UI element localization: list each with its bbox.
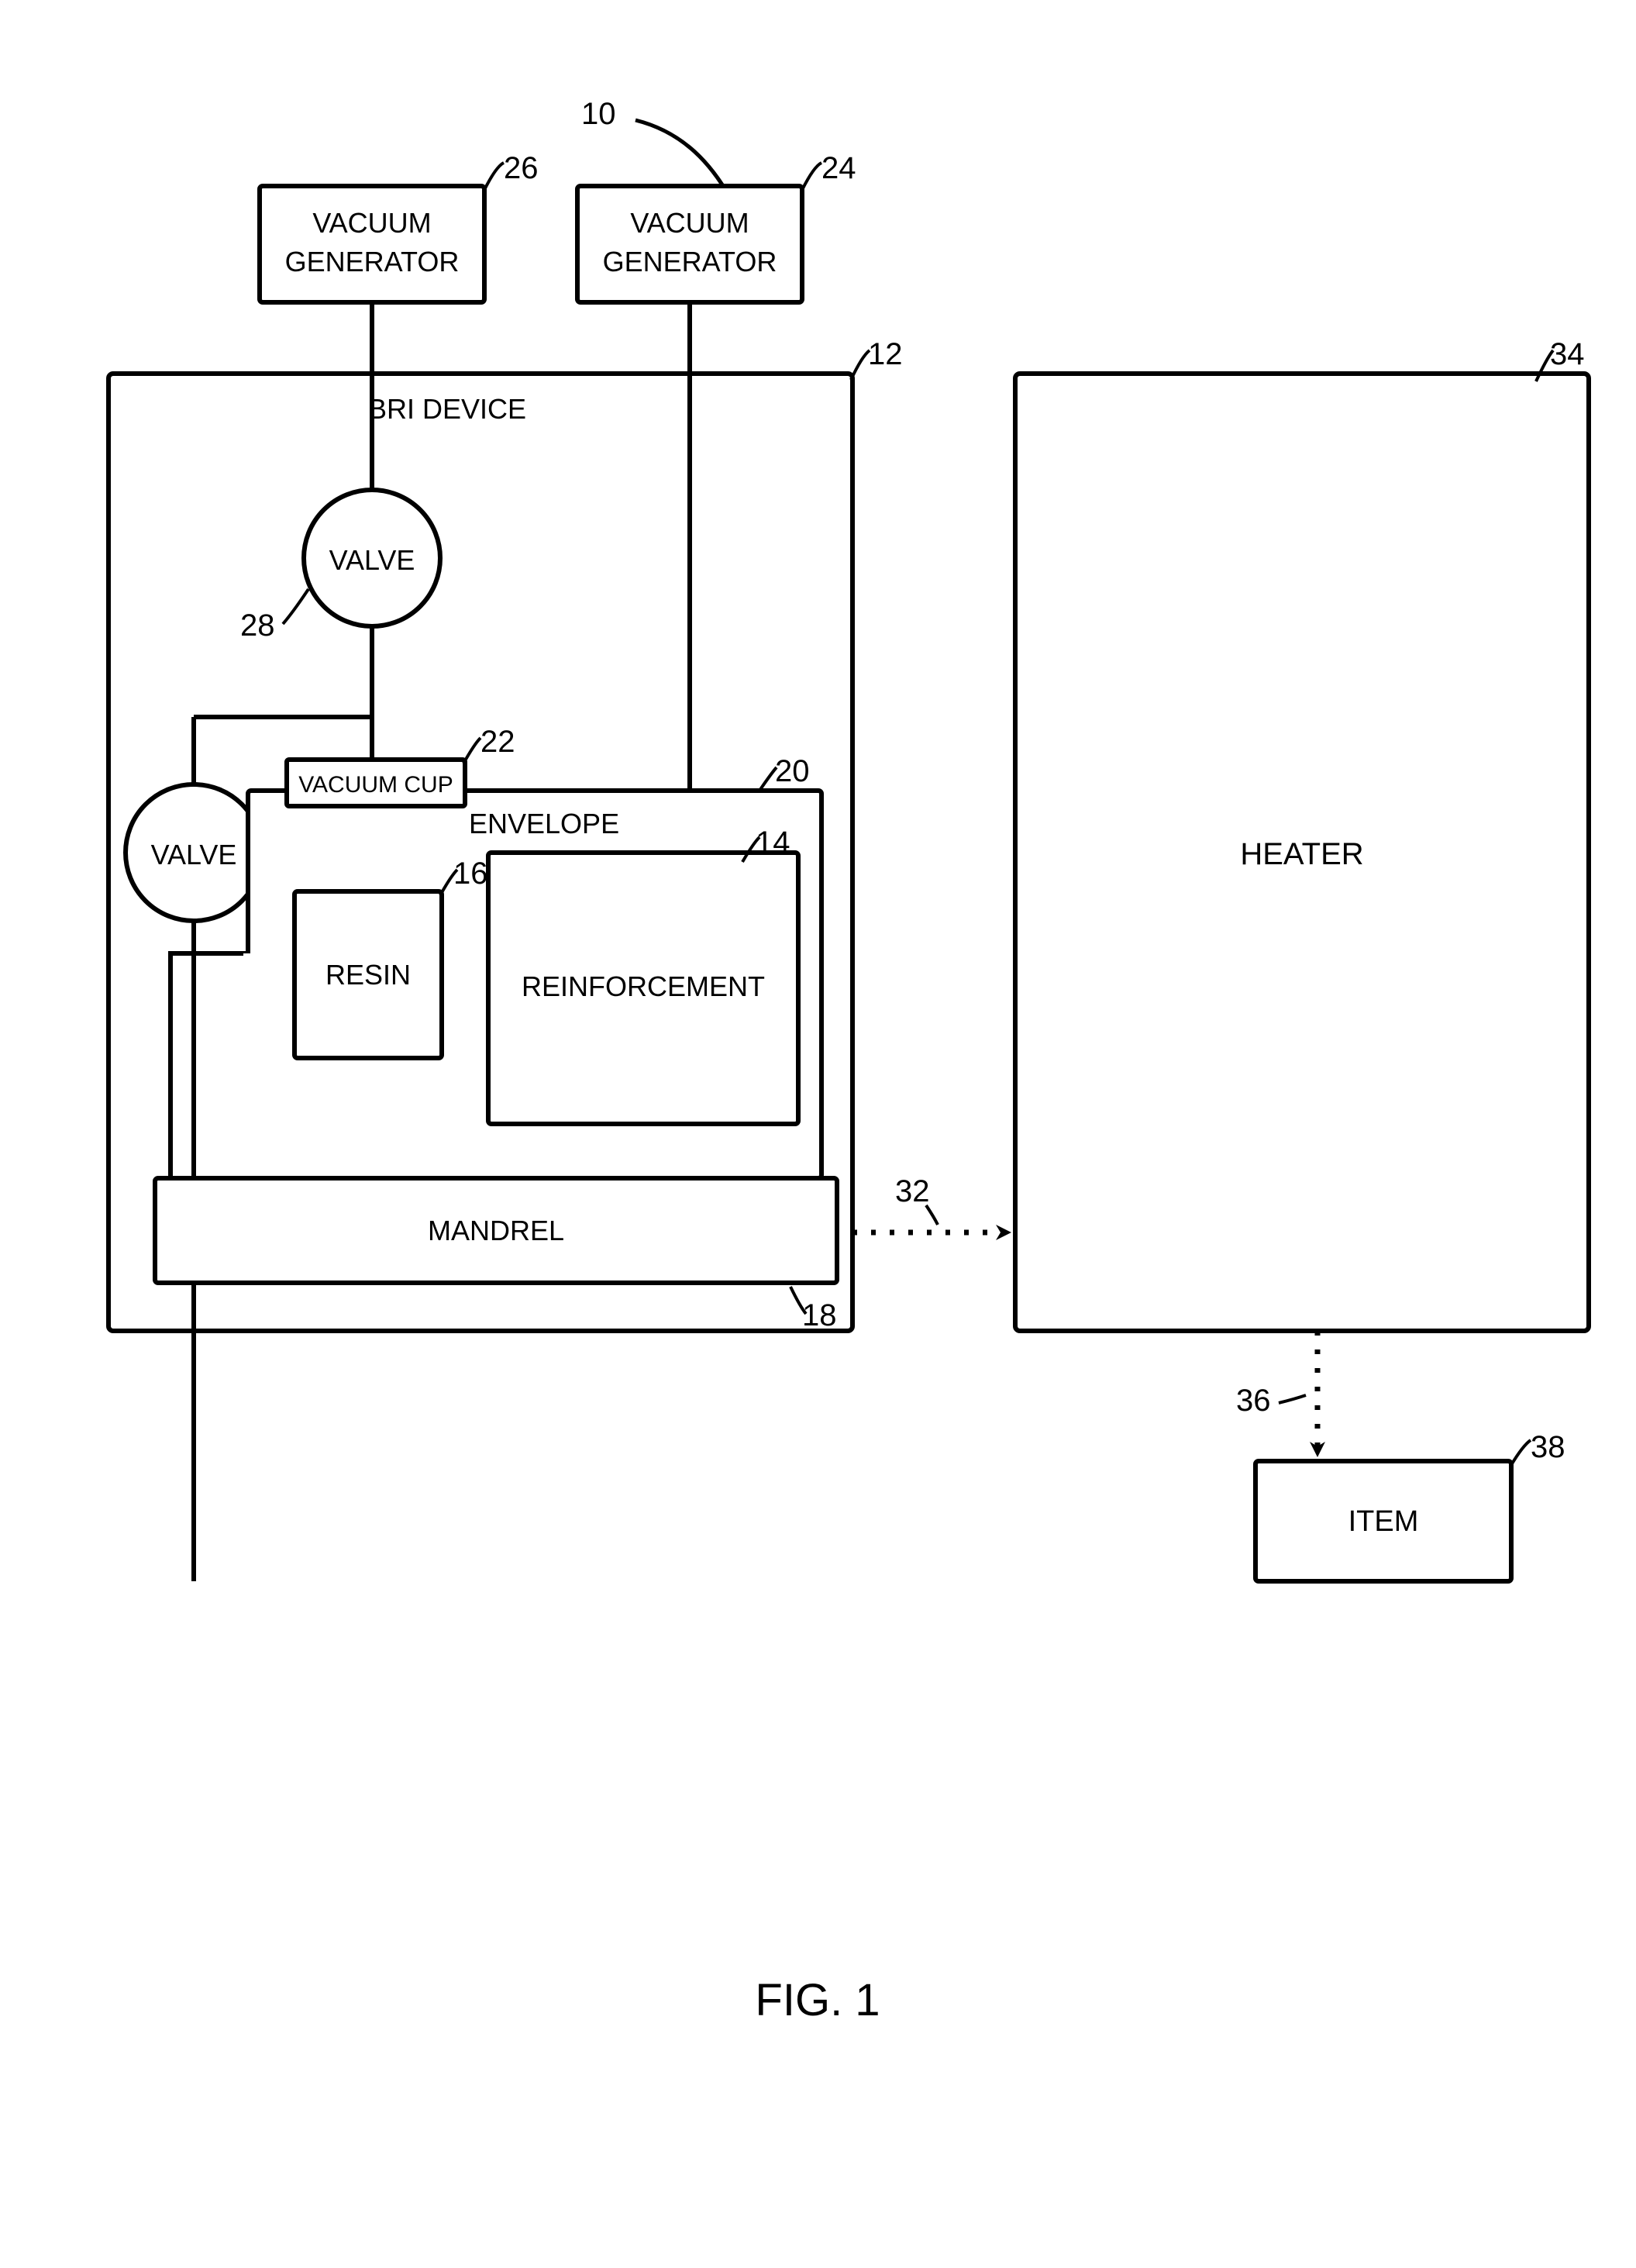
arrow-32-ref: 32 bbox=[895, 1174, 930, 1208]
vacuum-generator-left: VACUUM GENERATOR 26 bbox=[260, 151, 539, 302]
valve-28-label: VALVE bbox=[329, 544, 415, 576]
item-label: ITEM bbox=[1348, 1505, 1419, 1538]
vacuum-cup-ref: 22 bbox=[480, 725, 515, 759]
valve-28-ref: 28 bbox=[240, 608, 275, 643]
heater-ref: 34 bbox=[1550, 337, 1585, 371]
bri-device-ref: 12 bbox=[868, 337, 903, 371]
vac-gen-left-ref: 26 bbox=[504, 151, 539, 185]
resin-ref: 16 bbox=[453, 857, 488, 891]
item-ref: 38 bbox=[1531, 1430, 1565, 1464]
vac-gen-left-label-top: VACUUM bbox=[312, 207, 431, 239]
heater: HEATER 34 bbox=[1015, 337, 1589, 1331]
arrow-32: 32 bbox=[852, 1174, 1004, 1232]
mandrel-label: MANDREL bbox=[428, 1215, 564, 1246]
vacuum-cup-label: VACUUM CUP bbox=[298, 772, 453, 798]
item: ITEM 38 bbox=[1255, 1430, 1565, 1581]
bri-device-label: BRI DEVICE bbox=[368, 393, 526, 425]
envelope-label: ENVELOPE bbox=[469, 808, 619, 839]
valve-30-label: VALVE bbox=[151, 839, 237, 870]
reinforcement-ref: 14 bbox=[756, 826, 790, 860]
reinforcement-label: REINFORCEMENT bbox=[522, 970, 765, 1002]
reinforcement: REINFORCEMENT 14 bbox=[488, 826, 798, 1124]
arrow-36-ref: 36 bbox=[1236, 1384, 1271, 1418]
mandrel-ref: 18 bbox=[802, 1298, 837, 1332]
diagram-root: 10 VACUUM GENERATOR 26 VACUUM GENERATOR … bbox=[108, 97, 1589, 2025]
ref-10: 10 bbox=[581, 97, 616, 131]
arrow-36: 36 bbox=[1236, 1331, 1317, 1449]
vac-gen-right-ref: 24 bbox=[821, 151, 856, 185]
vac-gen-left-label-bot: GENERATOR bbox=[285, 246, 460, 277]
vac-gen-right-label-bot: GENERATOR bbox=[603, 246, 777, 277]
vac-gen-right-label-top: VACUUM bbox=[630, 207, 749, 239]
figure-title: FIG. 1 bbox=[755, 1975, 880, 2025]
resin-label: RESIN bbox=[325, 959, 411, 991]
envelope-ref: 20 bbox=[775, 754, 810, 788]
heater-label: HEATER bbox=[1240, 837, 1363, 871]
